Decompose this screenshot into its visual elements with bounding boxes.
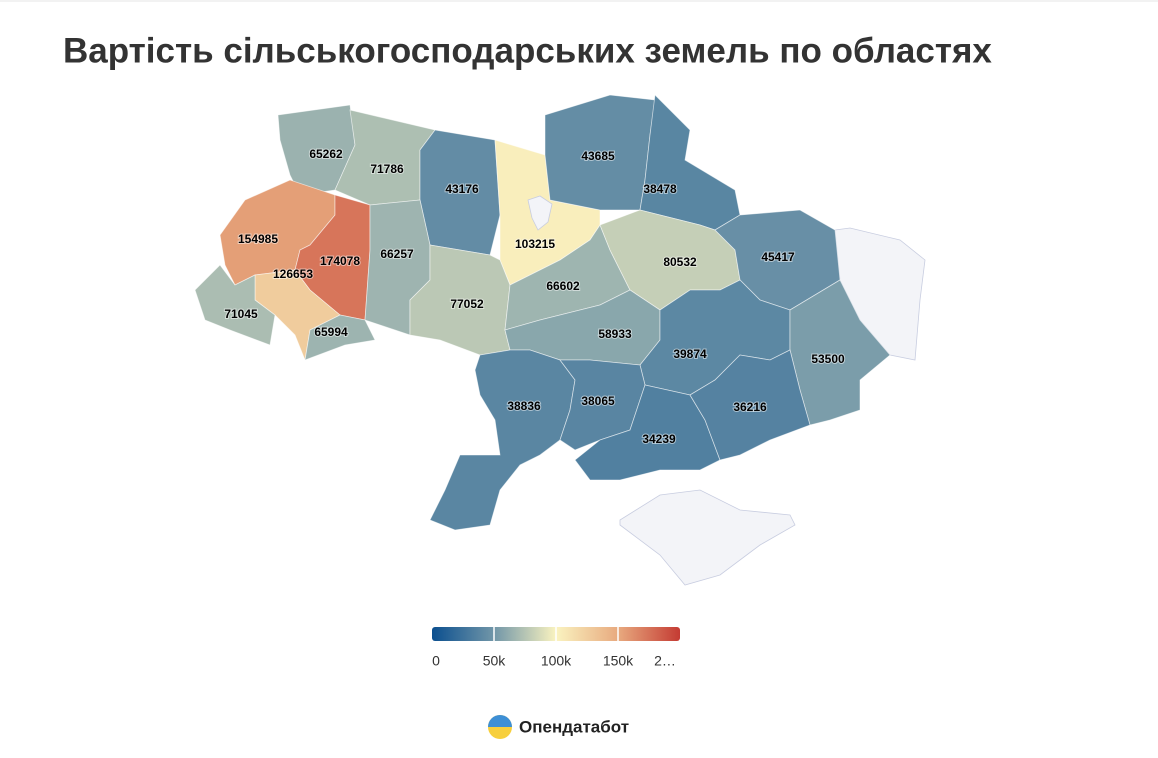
- region-label: 71786: [370, 162, 404, 176]
- region-label: 174078: [320, 254, 360, 268]
- region-label: 66602: [546, 279, 580, 293]
- region: [194, 264, 276, 346]
- color-tick-label: 50k: [483, 653, 507, 669]
- region-label: 43685: [581, 149, 615, 163]
- region-label: 38065: [581, 394, 615, 408]
- region: [429, 349, 576, 531]
- region-label: 65262: [309, 147, 343, 161]
- color-axis: 0 50k 100k 150k 2…: [432, 627, 676, 669]
- region-label: 53500: [811, 352, 845, 366]
- city-hole: [527, 195, 553, 231]
- region-label: 65994: [314, 325, 348, 339]
- region-label: 126653: [273, 267, 313, 281]
- region-label: 58933: [598, 327, 632, 341]
- color-tick-label: 2…: [654, 653, 676, 669]
- chart-title: Вартість сільськогосподарських земель по…: [63, 31, 992, 70]
- region-label: 45417: [761, 250, 795, 264]
- region: [304, 314, 376, 361]
- labels: 65262 71786 43176 103215 43685 38478 154985 174…: [223, 146, 846, 447]
- region-label: 34239: [642, 432, 676, 446]
- region-label: 38478: [643, 182, 677, 196]
- brand-name: Опендатабот: [519, 717, 629, 736]
- region-label: 43176: [445, 182, 479, 196]
- color-tick-label: 0: [432, 653, 440, 669]
- region-label: 103215: [515, 237, 555, 251]
- region-label: 38836: [507, 399, 541, 413]
- region-label: 80532: [663, 255, 697, 269]
- no-data-region: [619, 489, 796, 586]
- color-tick-label: 150k: [603, 653, 634, 669]
- region: [689, 349, 811, 461]
- region-label: 36216: [733, 400, 767, 414]
- region-label: 71045: [224, 307, 258, 321]
- map: [194, 94, 926, 586]
- brand-logo: Опендатабот: [488, 715, 629, 739]
- color-tick-label: 100k: [541, 653, 572, 669]
- region-label: 154985: [238, 232, 278, 246]
- region-label: 39874: [673, 347, 707, 361]
- region-label: 66257: [380, 247, 414, 261]
- region-label: 77052: [450, 297, 484, 311]
- region: [639, 94, 741, 231]
